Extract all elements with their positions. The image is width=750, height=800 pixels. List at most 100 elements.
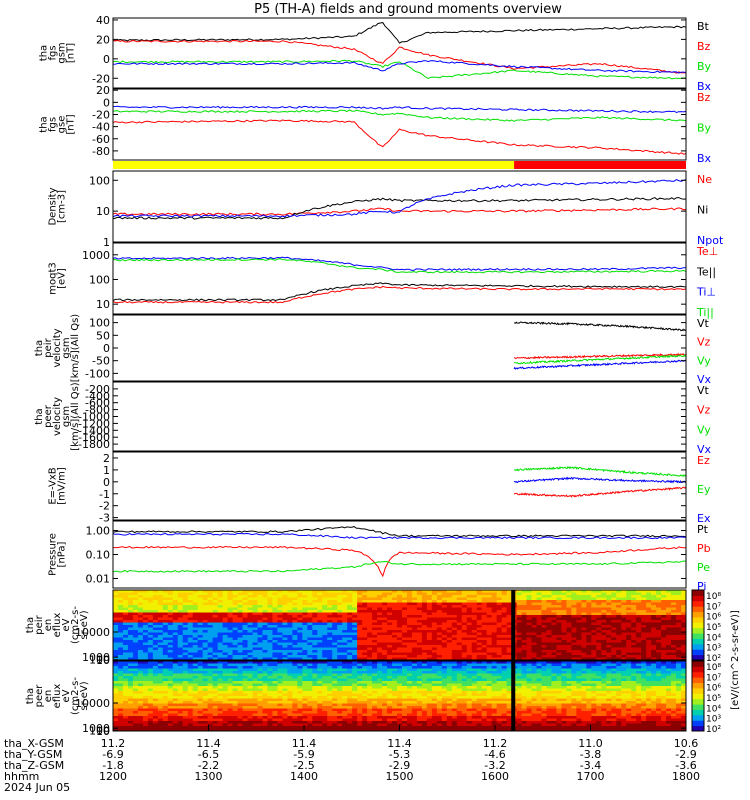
y-tick-label: -1 (99, 488, 110, 501)
spectrogram-cell (352, 620, 358, 623)
spectrogram-cell (272, 607, 278, 611)
spectrogram-cell (277, 661, 283, 664)
spectrogram-cell (297, 676, 303, 679)
spectrogram-cell (631, 655, 637, 658)
spectrogram-cell (611, 647, 617, 651)
spectrogram-cell (441, 620, 448, 623)
spectrogram-cell (451, 637, 458, 641)
spectrogram-cell (481, 627, 488, 631)
spectrogram-cell (591, 650, 597, 653)
spectrogram-cell (297, 605, 303, 608)
spectrogram-cell (297, 592, 303, 596)
spectrogram-cell (377, 642, 383, 646)
spectrogram-cell (556, 607, 562, 611)
spectrogram-cell (571, 615, 577, 618)
spectrogram-cell (192, 668, 199, 672)
spectrogram-cell (142, 723, 149, 727)
spectrogram-cell (182, 668, 189, 672)
spectrogram-cell (252, 620, 258, 623)
spectrogram-cell (631, 595, 637, 598)
spectrogram-cell (681, 645, 687, 648)
spectrogram-cell (287, 698, 293, 702)
spectrogram-cell (521, 652, 528, 656)
spectrogram-cell (147, 721, 154, 724)
spectrogram-cell (327, 655, 333, 658)
spectrogram-cell (382, 617, 388, 621)
spectrogram-cell (451, 607, 458, 611)
spectrogram-cell (142, 668, 149, 672)
spectrogram-cell (257, 605, 263, 608)
spectrogram-cell (641, 602, 647, 606)
spectrogram-cell (481, 647, 488, 651)
spectrogram-cell (302, 597, 308, 601)
spectrogram-cell (157, 708, 164, 712)
spectrogram-cell (541, 595, 547, 598)
legend-Vt: Vt (697, 384, 710, 397)
legend-Npot: Npot (697, 234, 724, 247)
spectrogram-cell (312, 698, 318, 702)
spectrogram-cell (651, 652, 657, 656)
spectrogram-cell (247, 612, 254, 616)
spectrogram-cell (671, 657, 677, 661)
spectrogram-cell (676, 605, 682, 608)
spectrogram-cell (342, 630, 348, 633)
legend-By: By (697, 122, 712, 135)
spectrogram-cell (401, 655, 408, 658)
spectrogram-cell (546, 630, 552, 633)
spectrogram-cell (277, 627, 283, 631)
spectrogram-cell (113, 706, 119, 709)
spectrogram-cell (192, 686, 199, 689)
spectrogram-cell (152, 590, 159, 593)
spectrogram-cell (337, 605, 343, 608)
spectrogram-cell (372, 640, 378, 643)
spectrogram-cell (661, 620, 667, 623)
spectrogram-cell (342, 655, 348, 658)
spectrogram-cell (147, 706, 154, 709)
spectrogram-cell (177, 663, 184, 667)
spectrogram-cell (222, 642, 229, 646)
spectrogram-cell (282, 683, 288, 687)
spectrogram-cell (247, 600, 254, 603)
spectrogram-cell (576, 652, 582, 656)
spectrogram-cell (312, 625, 318, 628)
spectrogram-cell (147, 592, 154, 596)
spectrogram-cell (282, 600, 288, 603)
spectrogram-cell (152, 605, 159, 608)
spectrogram-cell (671, 647, 677, 651)
y-tick-label: -60 (92, 133, 110, 146)
spectrogram-cell (152, 693, 159, 697)
spectrogram-cell (113, 655, 119, 658)
spectrogram-cell (441, 650, 448, 653)
spectrogram-cell (496, 607, 503, 611)
spectrogram-cell (461, 657, 468, 661)
spectrogram-cell (451, 632, 458, 636)
spectrogram-cell (426, 612, 433, 616)
spectrogram-cell (651, 642, 657, 646)
spectrogram-cell (382, 713, 388, 717)
spectrogram-cell (172, 688, 179, 692)
spectrogram-cell (302, 607, 308, 611)
spectrogram-cell (352, 645, 358, 648)
spectrogram-cell (287, 706, 293, 709)
spectrogram-cell (406, 640, 413, 643)
spectrogram-cell (242, 657, 249, 661)
legend-Te⊥: Te⊥ (696, 245, 718, 258)
spectrogram-cell (621, 620, 627, 623)
spectrogram-cell (421, 592, 428, 596)
spectrogram-cell (571, 620, 577, 623)
spectrogram-cell (232, 661, 239, 664)
spectrogram-cell (641, 655, 647, 658)
y-tick-label: -40 (92, 121, 110, 134)
spectrogram-cell (302, 708, 308, 712)
spectrogram-cell (601, 637, 607, 641)
spectrogram-cell (247, 595, 254, 598)
spectrogram-cell (312, 693, 318, 697)
spectrogram-cell (401, 630, 408, 633)
spectrogram-cell (471, 627, 478, 631)
spectrogram-cell (267, 637, 273, 641)
spectrogram-cell (362, 711, 368, 714)
spectrogram-cell (377, 637, 383, 641)
spectrogram-cell (117, 693, 124, 697)
spectrogram-cell (222, 637, 229, 641)
series-Ni (112, 197, 687, 220)
